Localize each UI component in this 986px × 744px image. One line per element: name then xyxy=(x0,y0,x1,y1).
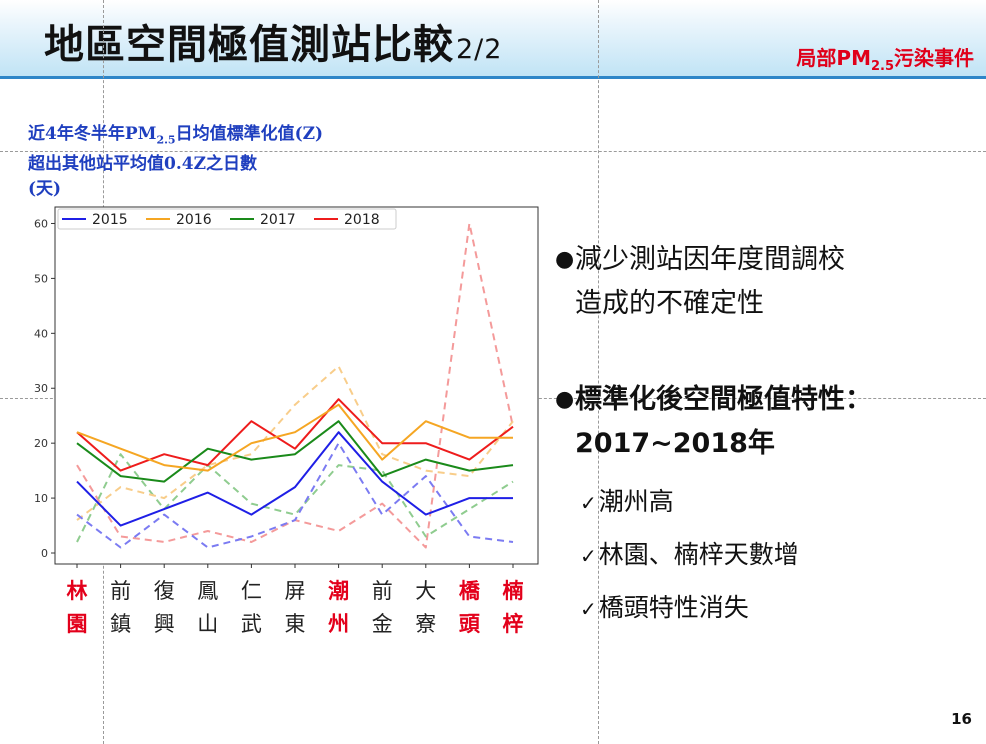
x-category-label-char: 前 xyxy=(372,579,393,603)
x-category-label-char: 武 xyxy=(241,612,262,636)
legend-entry-label: 2016 xyxy=(176,212,212,228)
check-icon: ✓ xyxy=(580,491,597,515)
bullet-2-text: 標準化後空間極值特性： 2017~2018年 xyxy=(575,384,872,459)
topic-tag: 局部PM2.5污染事件 xyxy=(796,42,974,74)
x-category-label-char: 林 xyxy=(67,579,88,603)
y-tick-label: 20 xyxy=(34,437,48,450)
series-line xyxy=(76,420,514,483)
plot-area xyxy=(54,206,539,565)
tag-sub: 2.5 xyxy=(870,59,894,74)
y-tick-label: 30 xyxy=(34,382,48,395)
series-line xyxy=(76,365,514,521)
ylabel-line1-sub: 2.5 xyxy=(156,133,176,147)
series-line xyxy=(76,453,514,543)
header-band xyxy=(0,0,986,78)
y-tick-label: 10 xyxy=(34,492,48,505)
y-tick-label: 0 xyxy=(41,547,48,560)
x-category-label-char: 仁 xyxy=(241,579,262,603)
guide-line-vertical-2 xyxy=(598,0,599,744)
x-category-label-char: 寮 xyxy=(415,612,436,636)
bullet-dot-icon: ● xyxy=(555,247,575,272)
check-item-2-text: 林園、楠梓天數增 xyxy=(598,540,799,569)
bullet-2: ● 標準化後空間極值特性： 2017~2018年 xyxy=(555,378,872,466)
bullet-dot-icon: ● xyxy=(555,387,575,412)
x-category-label-char: 東 xyxy=(285,612,306,636)
legend-entry-label: 2017 xyxy=(260,212,296,228)
tag-pre: 局部PM xyxy=(796,46,871,70)
header-underline xyxy=(0,76,986,79)
x-category-label-char: 州 xyxy=(328,612,349,636)
ylabel-line3: (天) xyxy=(28,179,62,200)
x-category-label-char: 鎮 xyxy=(110,612,131,636)
x-category-label-char: 大 xyxy=(415,579,436,603)
x-category-label-char: 橋 xyxy=(459,579,481,603)
x-category-label-char: 楠 xyxy=(503,579,524,603)
page-title: 地區空間極值測站比較2/2 xyxy=(44,12,502,70)
ylabel-line1-post: 日均值標準化值(Z) xyxy=(175,124,324,144)
legend-entry-label: 2018 xyxy=(344,212,380,228)
chart-ylabel: 近4年冬半年PM2.5日均值標準化值(Z) 超出其他站平均值0.4Z之日數 (天… xyxy=(28,122,323,202)
check-item-1: ✓潮州高 xyxy=(580,482,674,518)
title-main: 地區空間極值測站比較 xyxy=(44,22,454,68)
check-icon: ✓ xyxy=(580,597,597,621)
x-category-label-char: 梓 xyxy=(503,612,524,636)
bullet-1-text: 減少測站因年度間調校 造成的不確定性 xyxy=(575,244,845,319)
y-tick-label: 60 xyxy=(34,217,48,230)
x-category-label-char: 潮 xyxy=(328,579,349,603)
legend-box xyxy=(57,208,397,230)
check-item-3-text: 橋頭特性消失 xyxy=(598,593,749,622)
guide-line-horizontal-1 xyxy=(0,151,986,152)
x-category-label-char: 屏 xyxy=(285,579,306,603)
x-category-label-char: 園 xyxy=(67,612,88,636)
y-tick-label: 40 xyxy=(34,327,48,340)
series-line xyxy=(76,431,513,527)
y-tick-label: 50 xyxy=(34,272,48,285)
check-icon: ✓ xyxy=(580,544,597,568)
ylabel-line2: 超出其他站平均值0.4Z之日數 xyxy=(28,154,257,175)
series-line xyxy=(76,403,513,472)
page-number: 16 xyxy=(951,710,972,728)
x-category-label-char: 鳳 xyxy=(197,579,218,603)
x-category-label-char: 興 xyxy=(154,612,175,636)
x-category-label-char: 頭 xyxy=(459,612,481,636)
tag-post: 污染事件 xyxy=(894,46,974,70)
x-category-label-char: 山 xyxy=(197,612,218,636)
bullet-1: ● 減少測站因年度間調校 造成的不確定性 xyxy=(555,238,845,326)
series-line xyxy=(76,442,514,549)
ylabel-line1-pre: 近4年冬半年PM xyxy=(28,124,157,144)
x-category-label-char: 前 xyxy=(110,579,131,603)
check-item-3: ✓橋頭特性消失 xyxy=(580,588,749,624)
legend-entry-label: 2015 xyxy=(92,212,128,228)
check-item-1-text: 潮州高 xyxy=(598,487,674,516)
title-suffix: 2/2 xyxy=(456,34,503,65)
x-category-label-char: 金 xyxy=(372,612,393,636)
check-item-2: ✓林園、楠梓天數增 xyxy=(580,535,799,571)
x-category-label-char: 復 xyxy=(154,579,175,603)
